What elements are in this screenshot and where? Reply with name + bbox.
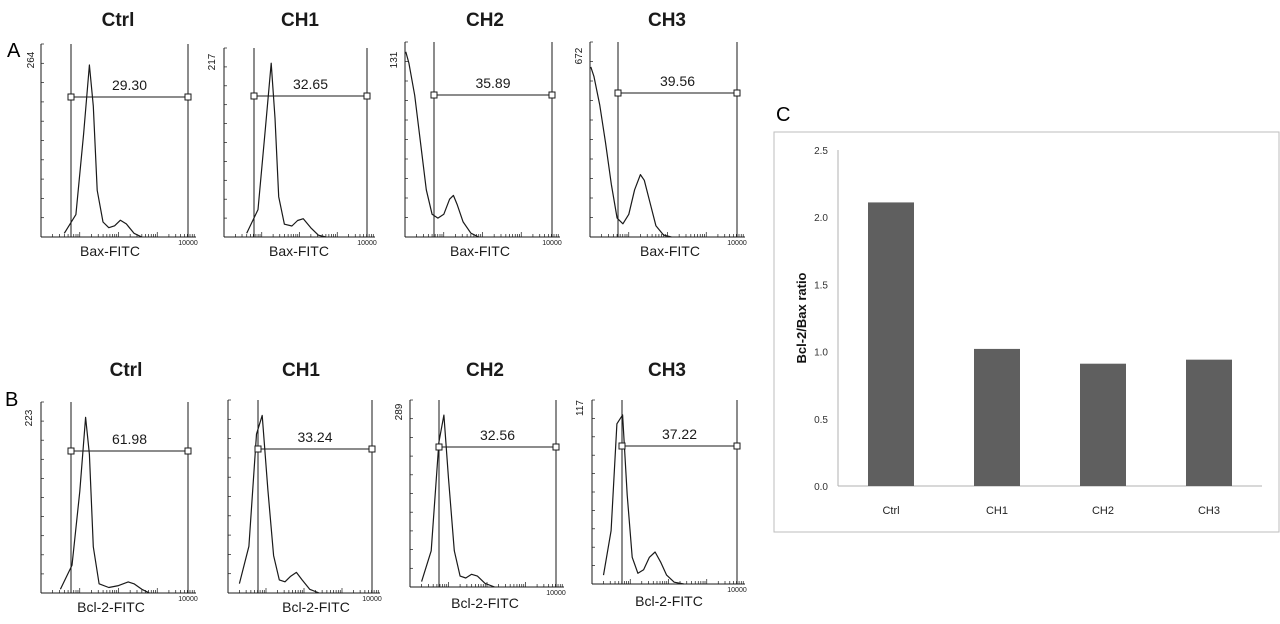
x-max-label: 10000 bbox=[546, 590, 566, 597]
histogram-title: Ctrl bbox=[102, 10, 135, 31]
bar-ctrl bbox=[868, 202, 914, 486]
histogram-title: CH1 bbox=[282, 360, 320, 381]
histogram-curve bbox=[405, 51, 479, 238]
y-max-label: 131 bbox=[389, 51, 400, 68]
gate-handle-right bbox=[733, 89, 741, 97]
gate-value-label: 39.56 bbox=[660, 73, 695, 89]
histogram-b-ch3: CH3 117 10000 Bcl-2-FITC 37.22 bbox=[575, 360, 747, 609]
gate-handle-left bbox=[67, 93, 75, 101]
gate-value-label: 32.65 bbox=[293, 76, 328, 92]
histogram-title: Ctrl bbox=[110, 360, 143, 381]
bar-ch3 bbox=[1186, 359, 1232, 486]
gate-handle-left bbox=[618, 442, 626, 450]
gate-value-label: 61.98 bbox=[112, 431, 147, 447]
gate-handle-left bbox=[254, 445, 262, 453]
y-max-label: 264 bbox=[26, 51, 37, 68]
x-axis-label: Bax-FITC bbox=[640, 243, 700, 259]
histogram-curve bbox=[602, 414, 684, 585]
gate-handle-left bbox=[435, 443, 443, 451]
x-axis-label: Bcl-2-FITC bbox=[77, 599, 145, 615]
gate-handle-right bbox=[733, 442, 741, 450]
x-max-label: 10000 bbox=[727, 240, 747, 247]
x-axis-label: Bcl-2-FITC bbox=[282, 599, 350, 615]
x-tick-label: CH1 bbox=[986, 505, 1008, 517]
bar-chart: 0.0 0.5 1.0 1.5 2.0 2.5 Bcl-2/Bax ratio Ctrl CH1… bbox=[773, 131, 1280, 533]
y-max-label: 672 bbox=[574, 47, 585, 64]
histogram-title: CH1 bbox=[281, 10, 319, 31]
x-max-label: 10000 bbox=[727, 587, 747, 594]
gate-value-label: 32.56 bbox=[480, 427, 515, 443]
histogram-b-ch2: CH2 289 10000 Bcl-2-FITC 32.56 bbox=[394, 360, 566, 611]
histogram-curve bbox=[590, 66, 672, 238]
bar-ch1 bbox=[974, 348, 1020, 486]
y-tick-label: 0.5 bbox=[814, 415, 828, 426]
x-axis-label: Bax-FITC bbox=[450, 243, 510, 259]
gate-handle-left bbox=[614, 89, 622, 97]
gate-handle-right bbox=[552, 443, 560, 451]
x-axis-label: Bax-FITC bbox=[80, 243, 140, 259]
gate-handle-right bbox=[368, 445, 376, 453]
histogram-curve bbox=[59, 416, 150, 594]
histogram-curve bbox=[246, 62, 327, 238]
panel-label-c: C bbox=[776, 104, 790, 126]
x-max-label: 10000 bbox=[542, 240, 562, 247]
y-tick-label: 2.5 bbox=[814, 146, 828, 157]
histogram-a-ctrl: Ctrl 264 10000 Bax-FITC 29.30 bbox=[26, 10, 198, 259]
gate-handle-right bbox=[184, 93, 192, 101]
x-max-label: 10000 bbox=[178, 240, 198, 247]
histogram-title: CH3 bbox=[648, 10, 686, 31]
x-tick-label: CH2 bbox=[1092, 505, 1114, 517]
gate-value-label: 37.22 bbox=[662, 426, 697, 442]
histogram-curve bbox=[63, 64, 143, 238]
gate-handle-left bbox=[430, 91, 438, 99]
gate-value-label: 33.24 bbox=[297, 429, 332, 445]
x-axis-label: Bcl-2-FITC bbox=[451, 595, 519, 611]
histogram-a-ch2: CH2 131 10000 Bax-FITC 35.89 bbox=[389, 10, 562, 259]
gate-handle-right bbox=[548, 91, 556, 99]
bar-ch2 bbox=[1080, 363, 1126, 486]
panel-label-b: B bbox=[5, 389, 18, 411]
histogram-curve bbox=[421, 414, 495, 588]
y-max-label: 289 bbox=[394, 403, 405, 420]
histogram-curve bbox=[238, 414, 320, 594]
y-tick-label: 1.0 bbox=[814, 348, 828, 359]
x-axis-label: Bcl-2-FITC bbox=[635, 593, 703, 609]
gate-handle-right bbox=[363, 92, 371, 100]
y-max-label: 223 bbox=[24, 409, 35, 426]
histogram-title: CH2 bbox=[466, 360, 504, 381]
histogram-a-ch1: CH1 217 10000 Bax-FITC 32.65 bbox=[207, 10, 377, 259]
gate-handle-left bbox=[250, 92, 258, 100]
histogram-title: CH2 bbox=[466, 10, 504, 31]
y-max-label: 217 bbox=[207, 53, 218, 70]
histogram-a-ch3: CH3 672 10000 Bax-FITC 39.56 bbox=[574, 10, 747, 259]
gate-value-label: 29.30 bbox=[112, 77, 147, 93]
y-max-label: 117 bbox=[575, 400, 586, 416]
x-max-label: 10000 bbox=[357, 240, 377, 247]
panel-label-a: A bbox=[7, 40, 21, 62]
gate-handle-left bbox=[67, 447, 75, 455]
gate-value-label: 35.89 bbox=[475, 75, 510, 91]
y-tick-label: 0.0 bbox=[814, 482, 828, 493]
histogram-title: CH3 bbox=[648, 360, 686, 381]
x-axis-label: Bax-FITC bbox=[269, 243, 329, 259]
gate-handle-right bbox=[184, 447, 192, 455]
x-tick-label: CH3 bbox=[1198, 505, 1220, 517]
histogram-b-ch1: CH1 10000 Bcl-2-FITC 33.24 bbox=[227, 360, 382, 615]
y-tick-label: 1.5 bbox=[814, 280, 828, 291]
y-tick-label: 2.0 bbox=[814, 213, 828, 224]
histogram-group: Ctrl 264 10000 Bax-FITC 29.30 CH1 217 10000 Bax-… bbox=[24, 10, 747, 615]
y-axis-label: Bcl-2/Bax ratio bbox=[794, 272, 809, 363]
histogram-b-ctrl: Ctrl 223 10000 Bcl-2-FITC 61.98 bbox=[24, 360, 198, 615]
x-max-label: 10000 bbox=[178, 596, 198, 603]
x-max-label: 10000 bbox=[362, 596, 382, 603]
x-tick-label: Ctrl bbox=[882, 505, 899, 517]
